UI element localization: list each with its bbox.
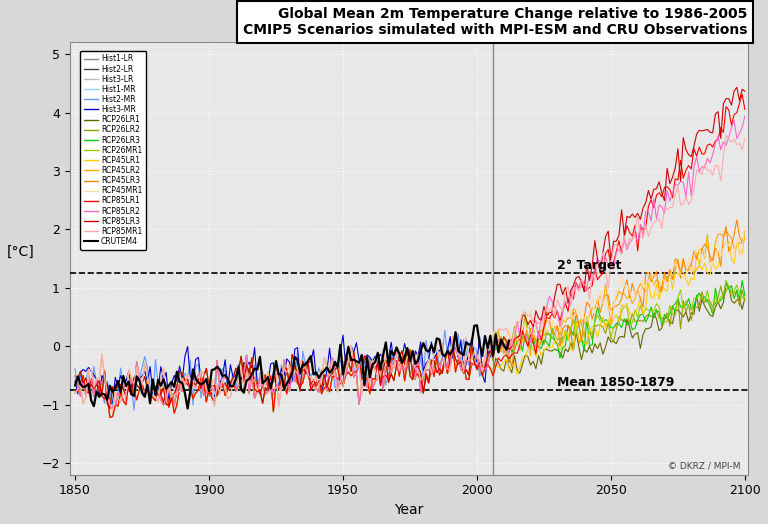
- Legend: Hist1-LR, Hist2-LR, Hist3-LR, Hist1-MR, Hist2-MR, Hist3-MR, RCP26LR1, RCP26LR2, : Hist1-LR, Hist2-LR, Hist3-LR, Hist1-MR, …: [81, 51, 146, 250]
- Text: 2° Target: 2° Target: [558, 259, 622, 272]
- Text: Global Mean 2m Temperature Change relative to 1986-2005
CMIP5 Scenarios simulate: Global Mean 2m Temperature Change relati…: [243, 7, 747, 37]
- Y-axis label: [°C]: [°C]: [7, 245, 35, 259]
- X-axis label: Year: Year: [394, 503, 423, 517]
- Text: Mean 1850-1879: Mean 1850-1879: [558, 376, 675, 389]
- Text: © DKRZ / MPI-M: © DKRZ / MPI-M: [668, 462, 741, 471]
